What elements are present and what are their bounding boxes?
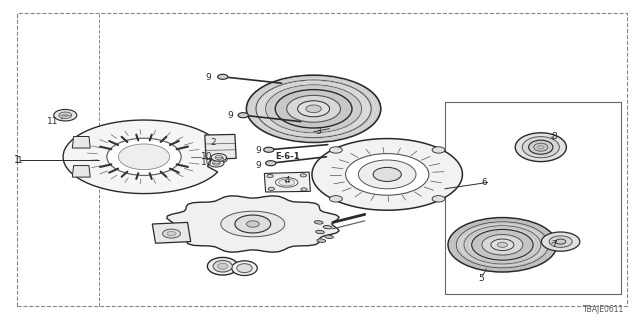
Circle shape: [330, 147, 342, 153]
Circle shape: [491, 239, 514, 251]
Text: E-6-1: E-6-1: [275, 152, 300, 161]
Circle shape: [211, 154, 227, 161]
Circle shape: [246, 75, 381, 142]
Text: 9: 9: [228, 111, 234, 120]
Ellipse shape: [314, 221, 323, 224]
Ellipse shape: [276, 178, 298, 187]
Polygon shape: [264, 172, 310, 192]
Text: 10: 10: [201, 152, 212, 161]
Circle shape: [275, 90, 352, 128]
Ellipse shape: [221, 211, 285, 237]
Circle shape: [235, 215, 271, 233]
Circle shape: [212, 161, 220, 165]
Circle shape: [432, 147, 445, 153]
Circle shape: [456, 222, 548, 268]
Text: 9: 9: [205, 73, 211, 82]
Circle shape: [256, 80, 371, 138]
Ellipse shape: [522, 137, 559, 158]
Ellipse shape: [207, 257, 238, 275]
Circle shape: [464, 226, 541, 264]
Ellipse shape: [213, 260, 232, 272]
Circle shape: [218, 158, 224, 161]
Circle shape: [264, 147, 274, 152]
Circle shape: [497, 242, 508, 247]
Text: 1: 1: [17, 156, 22, 164]
Ellipse shape: [538, 145, 544, 149]
Circle shape: [482, 235, 523, 255]
Circle shape: [298, 101, 330, 117]
Ellipse shape: [316, 230, 324, 234]
Circle shape: [300, 174, 307, 177]
Ellipse shape: [232, 261, 257, 276]
Circle shape: [63, 114, 68, 116]
Text: 8: 8: [552, 132, 557, 140]
Ellipse shape: [317, 239, 326, 242]
Circle shape: [306, 105, 321, 113]
Circle shape: [268, 187, 275, 190]
Circle shape: [358, 160, 416, 189]
Circle shape: [209, 159, 224, 167]
Circle shape: [472, 229, 533, 260]
Ellipse shape: [279, 179, 295, 186]
Circle shape: [267, 174, 273, 178]
Circle shape: [301, 188, 307, 191]
Ellipse shape: [534, 143, 548, 151]
Circle shape: [218, 74, 228, 79]
Ellipse shape: [218, 263, 228, 269]
Ellipse shape: [515, 133, 566, 162]
Circle shape: [287, 95, 340, 122]
Ellipse shape: [323, 226, 332, 229]
Text: 10: 10: [201, 158, 212, 167]
Circle shape: [373, 167, 401, 181]
Circle shape: [556, 239, 566, 244]
Text: 6: 6: [481, 178, 487, 187]
Circle shape: [266, 161, 276, 166]
Polygon shape: [72, 137, 90, 148]
Circle shape: [215, 156, 223, 159]
Text: 1: 1: [14, 155, 20, 165]
Text: 3: 3: [316, 127, 321, 136]
Circle shape: [59, 112, 72, 118]
Text: 7: 7: [552, 240, 557, 249]
Circle shape: [541, 232, 580, 251]
Circle shape: [448, 218, 557, 272]
Circle shape: [214, 156, 227, 163]
Circle shape: [118, 144, 170, 170]
Circle shape: [167, 231, 176, 236]
Circle shape: [432, 196, 445, 202]
Circle shape: [54, 109, 77, 121]
Polygon shape: [152, 222, 191, 243]
Polygon shape: [312, 139, 463, 210]
Polygon shape: [205, 134, 236, 159]
Ellipse shape: [324, 235, 333, 238]
Text: 4: 4: [285, 176, 291, 185]
Text: 9: 9: [255, 161, 261, 170]
Text: 5: 5: [479, 274, 484, 283]
Ellipse shape: [237, 264, 252, 273]
Circle shape: [163, 229, 180, 238]
Ellipse shape: [529, 140, 553, 154]
Circle shape: [107, 138, 181, 175]
Polygon shape: [72, 165, 90, 177]
Circle shape: [330, 196, 342, 202]
Circle shape: [266, 85, 362, 133]
Text: TBAJE0611: TBAJE0611: [583, 305, 624, 314]
Text: 11: 11: [47, 117, 59, 126]
Circle shape: [238, 113, 248, 118]
Text: 2: 2: [210, 138, 216, 147]
Text: 9: 9: [255, 146, 261, 155]
Circle shape: [346, 154, 429, 195]
Circle shape: [549, 236, 572, 247]
Polygon shape: [63, 120, 221, 194]
Circle shape: [246, 221, 259, 227]
Polygon shape: [167, 196, 339, 252]
